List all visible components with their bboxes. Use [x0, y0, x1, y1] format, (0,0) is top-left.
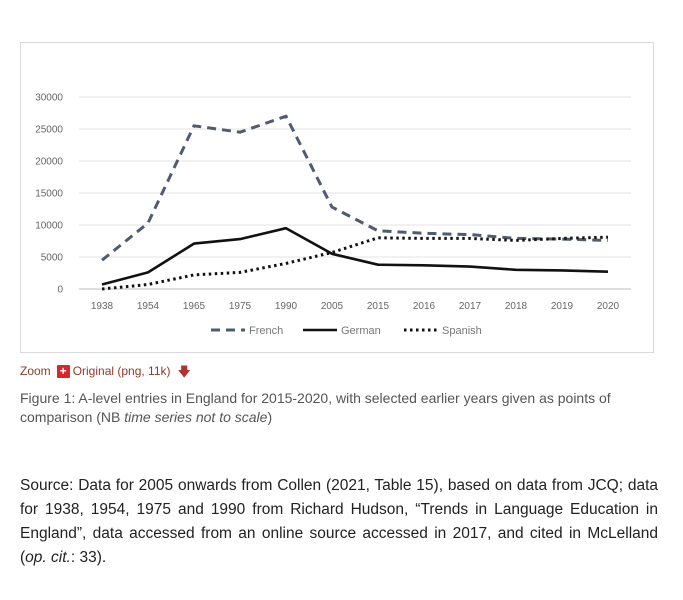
figure-links: Zoom + Original (png, 11k) 🡇 [20, 364, 191, 378]
x-tick-label: 1938 [91, 301, 114, 312]
source-italic: op. cit. [25, 549, 71, 566]
y-tick-label: 20000 [35, 157, 63, 168]
legend-label-spanish: Spanish [442, 325, 482, 337]
series-line-spanish [101, 235, 609, 291]
source-text: Source: Data for 2005 onwards from Colle… [20, 477, 658, 566]
x-tick-label: 2015 [367, 301, 390, 312]
zoom-link[interactable]: Zoom [20, 364, 51, 378]
x-tick-label: 2020 [597, 301, 620, 312]
caption-suffix: ) [267, 409, 273, 425]
legend-label-french: French [249, 325, 283, 337]
legend-label-german: German [341, 325, 381, 337]
source-text-end: : 33). [70, 549, 107, 566]
plus-icon[interactable]: + [56, 364, 70, 378]
y-tick-label: 10000 [35, 221, 63, 232]
x-tick-label: 2005 [321, 301, 344, 312]
line-chart: 30000 25000 20000 15000 10000 5000 0 1938 1954 19… [35, 93, 631, 337]
caption-text: Figure 1: A-level entries in England for… [20, 390, 611, 425]
series-line-german [101, 226, 609, 286]
figure-frame: 30000 25000 20000 15000 10000 5000 0 1938 1954 19… [20, 42, 654, 353]
y-tick-label: 0 [57, 285, 63, 296]
series-line-french [101, 114, 609, 262]
caption-italic: time series not to scale [124, 409, 268, 425]
x-tick-label: 1990 [275, 301, 298, 312]
x-tick-label: 1975 [229, 301, 252, 312]
y-tick-label: 5000 [41, 253, 64, 264]
y-tick-label: 30000 [35, 93, 63, 104]
y-tick-label: 15000 [35, 189, 63, 200]
x-tick-label: 1954 [137, 301, 160, 312]
y-tick-label: 25000 [35, 125, 63, 136]
x-tick-label: 2019 [551, 301, 574, 312]
original-image-link[interactable]: Original (png, 11k) [72, 364, 171, 378]
source-paragraph: Source: Data for 2005 onwards from Colle… [20, 474, 658, 570]
x-tick-label: 2018 [505, 301, 528, 312]
figure-caption: Figure 1: A-level entries in England for… [20, 389, 645, 427]
x-tick-label: 2017 [459, 301, 482, 312]
x-tick-label: 2016 [413, 301, 436, 312]
x-tick-label: 1965 [183, 301, 206, 312]
download-arrow-icon[interactable]: 🡇 [177, 363, 191, 379]
